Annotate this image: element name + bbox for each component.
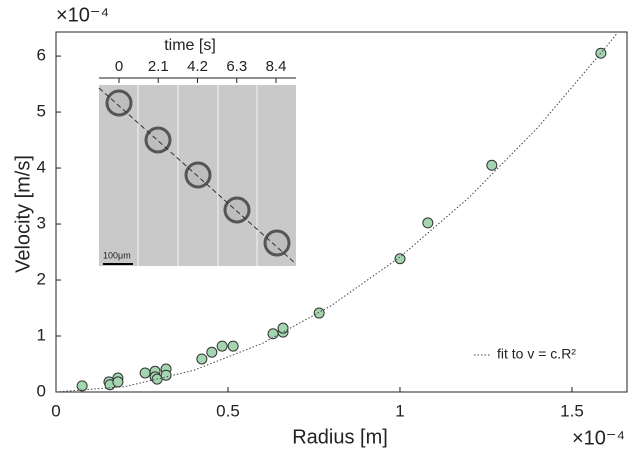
data-point bbox=[217, 341, 227, 351]
page: ×10⁻⁴ ×10⁻⁴ Radius [m] Velocity [m/s] 10… bbox=[0, 0, 629, 449]
y-tick-label: 4 bbox=[37, 158, 46, 177]
y-tick-label: 1 bbox=[37, 325, 46, 344]
inset-tick-label: 2.1 bbox=[148, 58, 169, 75]
data-point bbox=[423, 218, 433, 228]
scale-bar-label: 100μm bbox=[103, 250, 131, 260]
data-point bbox=[113, 377, 123, 387]
data-point bbox=[278, 323, 288, 333]
x-multiplier: ×10⁻⁴ bbox=[572, 427, 625, 449]
inset-tick-label: 0 bbox=[115, 58, 123, 75]
x-tick-label: 1 bbox=[395, 401, 404, 420]
inset-tick-label: 8.4 bbox=[266, 58, 287, 75]
inset-tick-label: 4.2 bbox=[187, 58, 208, 75]
data-point bbox=[228, 341, 238, 351]
inset-tick-label: 6.3 bbox=[226, 58, 247, 75]
y-tick-label: 6 bbox=[37, 46, 46, 65]
x-tick-label: 1.5 bbox=[560, 401, 584, 420]
x-tick-label: 0.5 bbox=[216, 401, 240, 420]
y-tick-label: 0 bbox=[37, 381, 46, 400]
data-point bbox=[197, 354, 207, 364]
inset-title: time [s] bbox=[164, 37, 216, 54]
data-point bbox=[140, 368, 150, 378]
y-tick-label: 3 bbox=[37, 214, 46, 233]
data-point bbox=[395, 254, 405, 264]
y-multiplier: ×10⁻⁴ bbox=[56, 4, 109, 26]
x-tick-label: 0 bbox=[51, 401, 60, 420]
y-tick-label: 2 bbox=[37, 270, 46, 289]
data-point bbox=[77, 381, 87, 391]
data-point bbox=[314, 308, 324, 318]
chart: ×10⁻⁴ ×10⁻⁴ Radius [m] Velocity [m/s] 10… bbox=[0, 0, 629, 449]
y-tick-label: 5 bbox=[37, 102, 46, 121]
data-point bbox=[207, 347, 217, 357]
data-point bbox=[268, 329, 278, 339]
x-axis-label: Radius [m] bbox=[292, 426, 388, 448]
data-point bbox=[487, 160, 497, 170]
legend-label: fit to v = c.R² bbox=[497, 346, 576, 362]
y-axis-label: Velocity [m/s] bbox=[12, 155, 34, 273]
data-point bbox=[161, 370, 171, 380]
